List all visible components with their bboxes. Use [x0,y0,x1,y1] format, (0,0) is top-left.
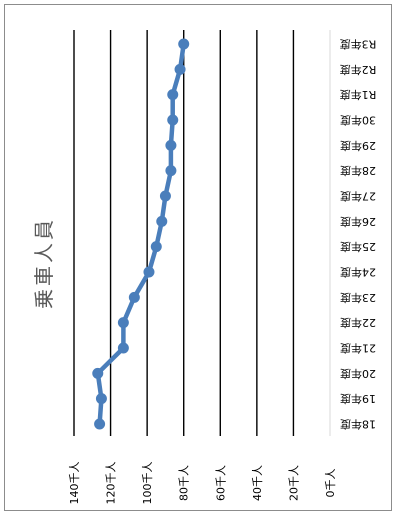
category-tick-label: 18年度 [340,418,376,432]
category-tick-label: 30年度 [340,114,376,128]
value-tick-label: 40千人 [251,465,264,501]
category-tick-label: 29年度 [340,139,376,153]
data-point [167,114,179,126]
value-tick-label: 80千人 [178,465,191,501]
data-point [143,266,155,278]
value-tick-label: 0千人 [324,469,337,498]
grid [73,30,331,436]
data-point [165,139,177,151]
category-tick-label: 21年度 [340,342,376,356]
category-tick-label: 23年度 [340,291,376,305]
data-point [174,63,186,75]
data-point [178,38,190,50]
value-tick-label: 120千人 [105,462,118,505]
category-tick-label: R2年度 [340,63,377,77]
data-point [94,418,106,430]
category-tick-labels: 18年度 19年度 20年度 21年度 22年度 23年度 24年度 25年度 26年度 27年度… [340,38,377,432]
category-tick-label: 28年度 [340,164,376,178]
data-point [167,89,179,101]
data-point [95,393,107,405]
value-tick-label: 60千人 [214,465,227,501]
category-tick-label: 27年度 [340,190,376,204]
chart-frame [4,4,392,511]
category-tick-label: 25年度 [340,240,376,254]
value-tick-labels: 0千人 20千人 40千人 60千人 80千人 100千人 120千人 140千人 [68,462,337,505]
data-point [159,190,171,202]
category-tick-label: 24年度 [340,266,376,280]
chart-title: 乗車人員 [32,217,56,309]
data-point [117,317,129,329]
data-point [156,215,168,227]
series-line [95,41,186,427]
value-tick-label: 20千人 [287,465,300,501]
category-tick-label: 19年度 [340,392,376,406]
category-tick-label: R3年度 [340,38,377,52]
value-tick-label: 100千人 [141,462,154,505]
data-point [165,165,177,177]
data-point [150,241,162,253]
data-point [92,367,104,379]
category-tick-label: 20年度 [340,367,376,381]
value-tick-label: 140千人 [68,462,81,505]
category-tick-label: R1年度 [340,88,377,102]
data-point [128,291,140,303]
series [92,38,190,430]
category-tick-label: 22年度 [340,316,376,330]
category-tick-label: 26年度 [340,215,376,229]
data-point [117,342,129,354]
